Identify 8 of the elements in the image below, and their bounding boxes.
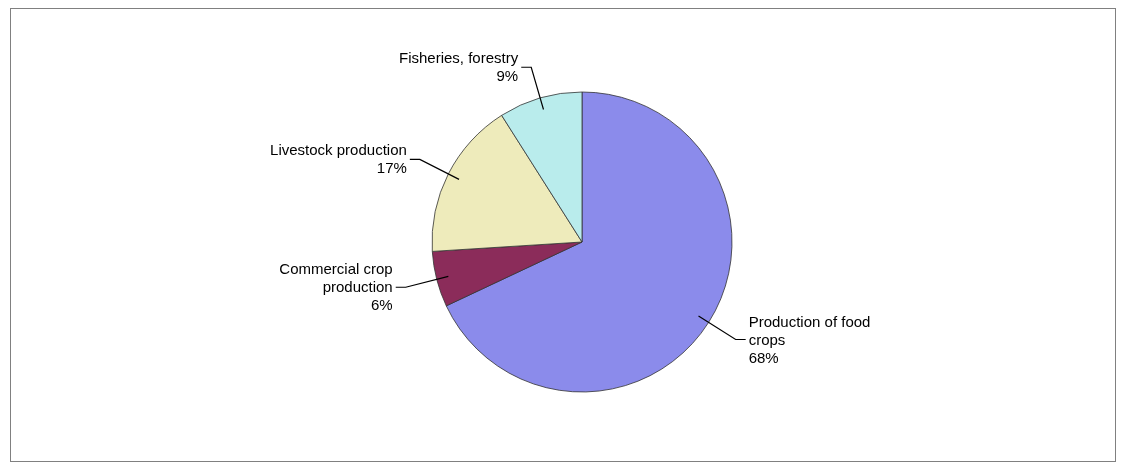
slice-label: Production of food crops <box>748 312 871 348</box>
slice-label: Commercial crop production <box>279 260 393 296</box>
data-label: 17% <box>376 159 407 177</box>
data-label: 6% <box>371 296 393 314</box>
data-label: 68% <box>748 348 779 366</box>
slice-label: Fisheries, forestry <box>399 49 519 67</box>
slice-label: Livestock production <box>270 141 407 159</box>
data-label: 9% <box>496 67 519 85</box>
